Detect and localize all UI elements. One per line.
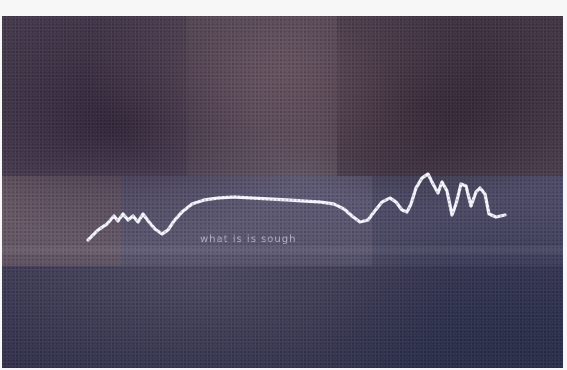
- distorted-screen-graphic: [2, 16, 563, 368]
- distorted-photo-frame: what is is sough: [2, 16, 563, 368]
- signal-trace: [86, 172, 507, 242]
- scan-band: [2, 246, 563, 254]
- screen-caption: what is is sough: [200, 234, 297, 245]
- vignette: [2, 16, 563, 368]
